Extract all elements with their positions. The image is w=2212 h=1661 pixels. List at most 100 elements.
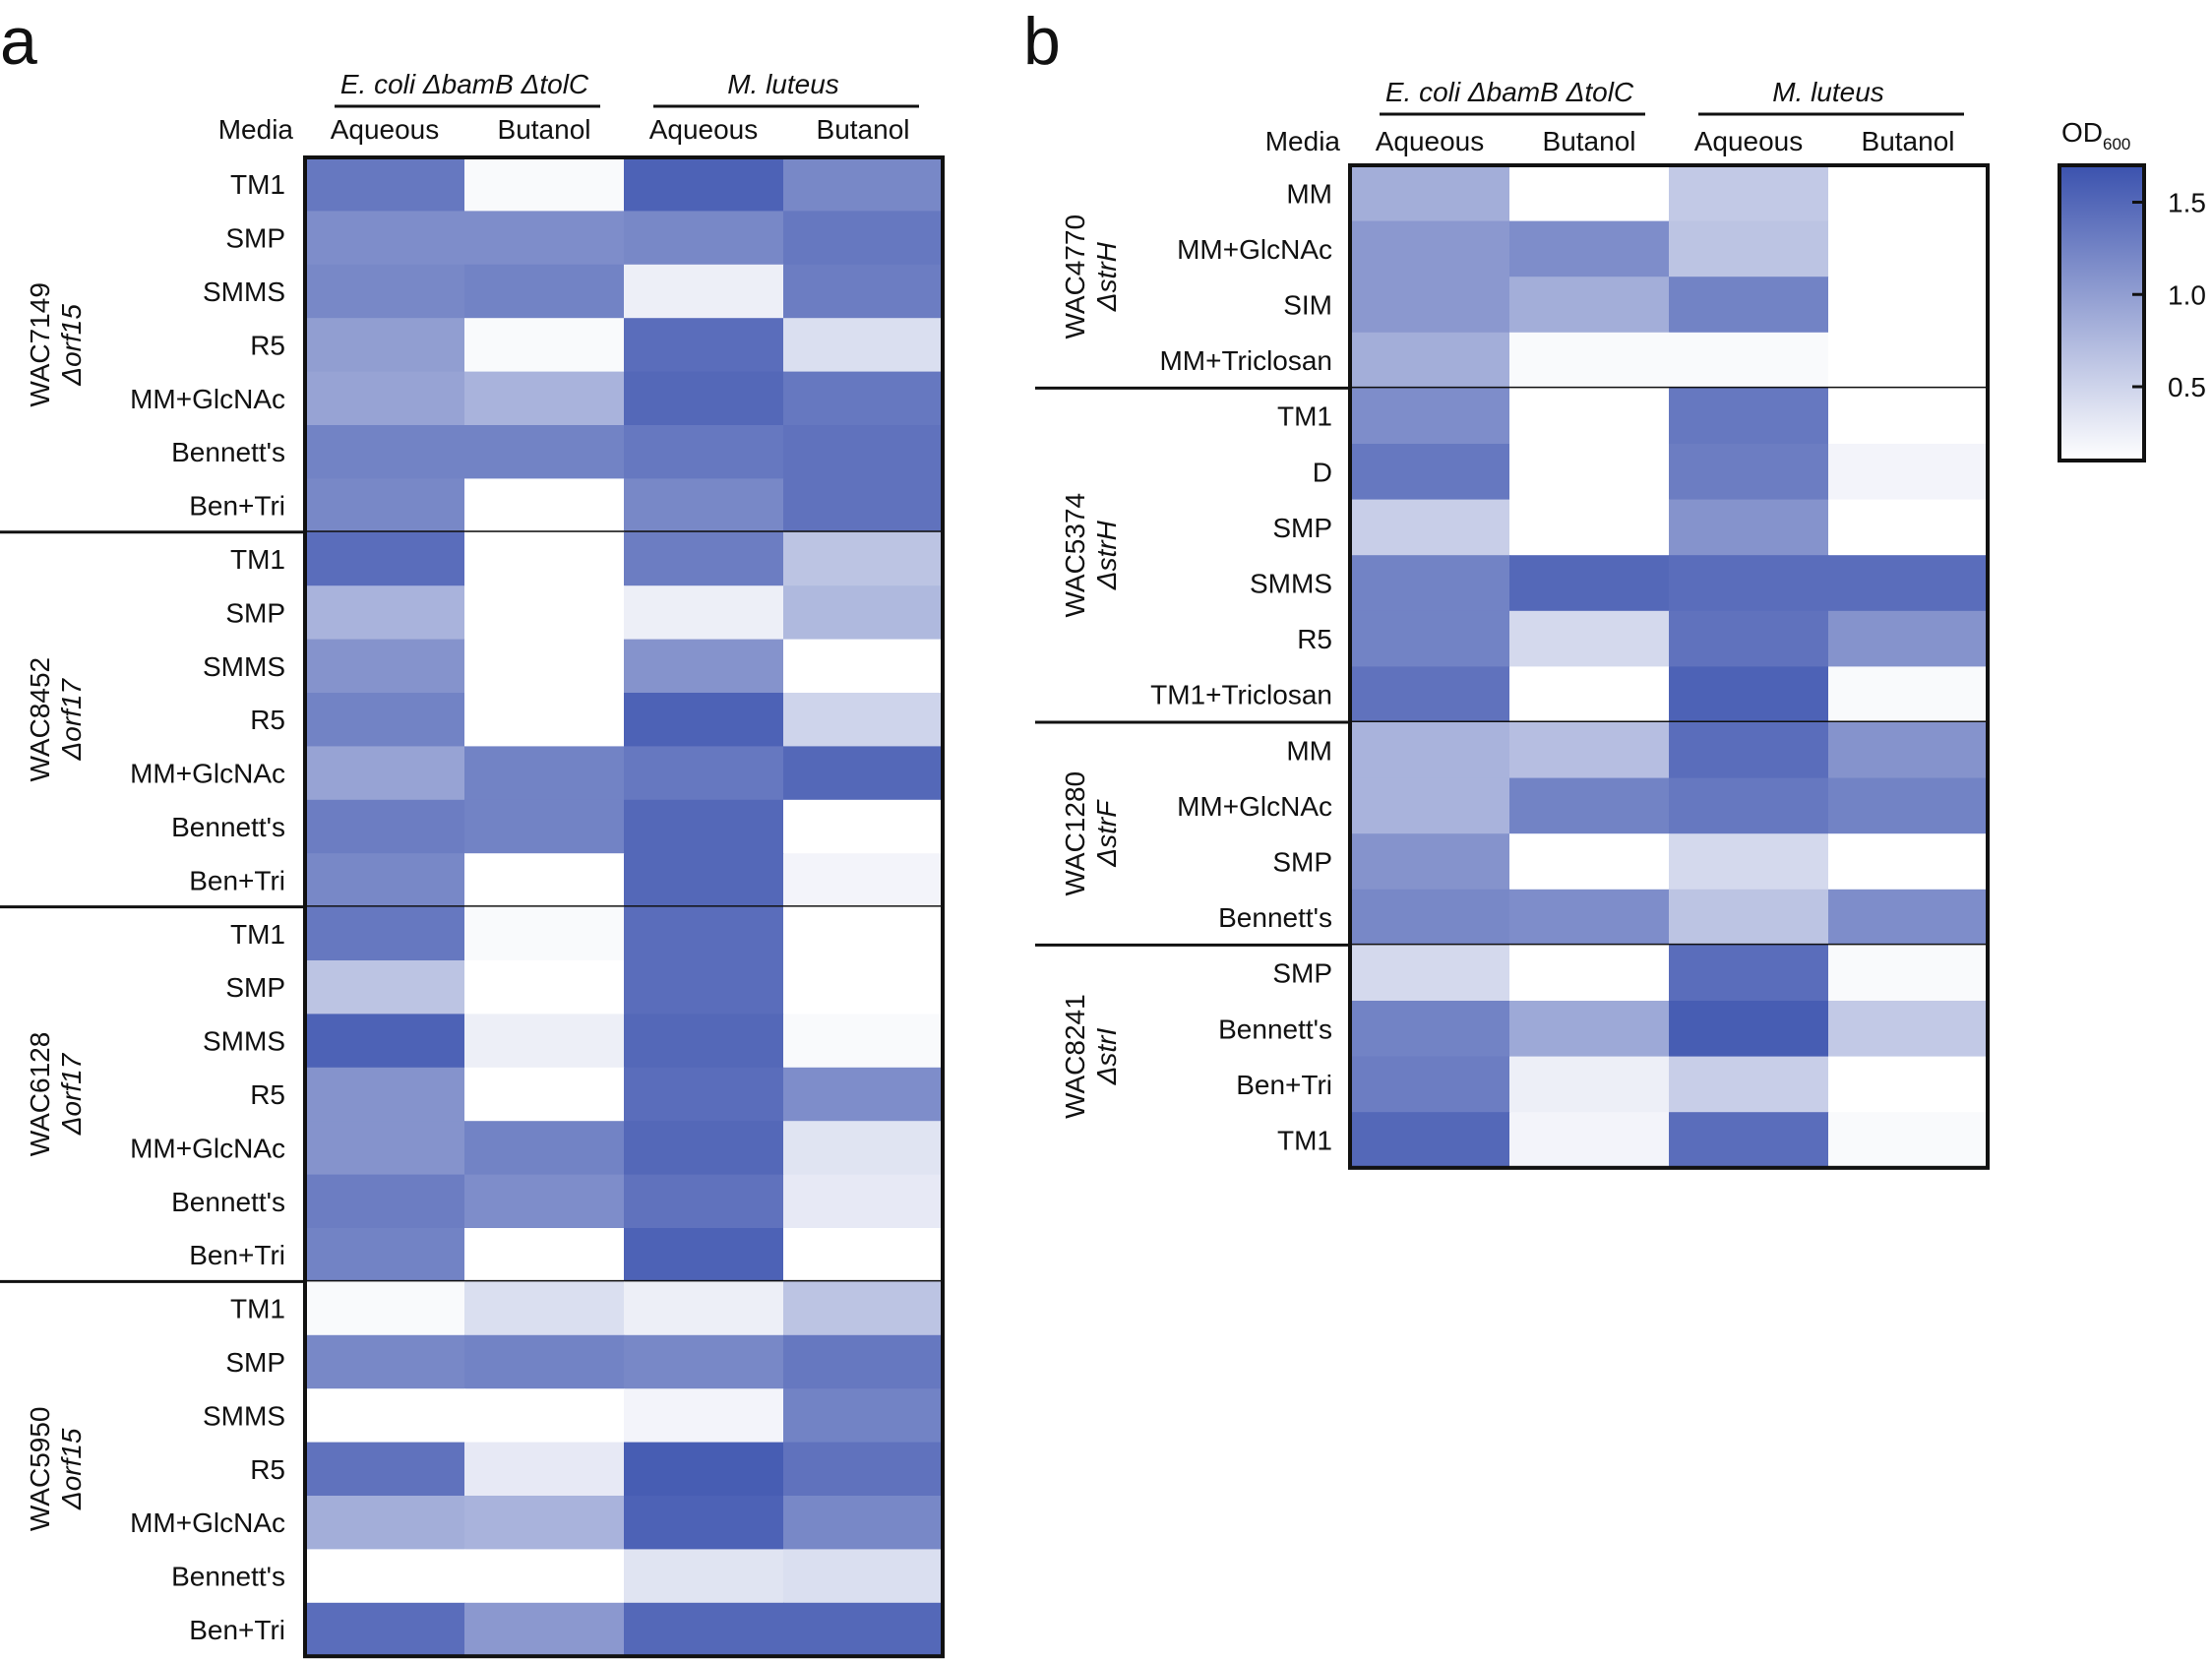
heatmap-cell	[305, 639, 465, 694]
row-label: TM1	[230, 544, 285, 575]
heatmap-cell	[305, 906, 465, 961]
heatmap-cell	[624, 1067, 784, 1122]
heatmap-cell	[1669, 1112, 1829, 1169]
heatmap-cell	[783, 585, 944, 641]
row-label: MM+GlcNAc	[130, 384, 285, 414]
heatmap-cell	[624, 1014, 784, 1069]
heatmap-cell	[624, 906, 784, 961]
heatmap-cell	[464, 531, 625, 586]
heatmap-cell	[1669, 1056, 1829, 1113]
heatmap-cell	[624, 639, 784, 694]
heatmap-cell	[783, 531, 944, 586]
heatmap-cell	[1350, 889, 1510, 946]
heatmap-cell	[1669, 332, 1829, 389]
heatmap-cell	[783, 211, 944, 266]
heatmap-cell	[783, 1121, 944, 1176]
heatmap-cell	[1669, 945, 1829, 1002]
heatmap-cell	[1669, 499, 1829, 556]
row-label: MM	[1286, 735, 1332, 766]
row-label: TM1	[230, 169, 285, 200]
strain-name: WAC5950	[25, 1407, 55, 1532]
row-label: SMMS	[203, 1026, 285, 1057]
heatmap-cell	[464, 1549, 625, 1604]
heatmap-cell	[1828, 220, 1989, 277]
heatmap-cell	[624, 585, 784, 641]
heatmap-cell	[305, 746, 465, 801]
heatmap-cell	[1350, 666, 1510, 723]
heatmap-cell	[1350, 722, 1510, 779]
heatmap-cell	[624, 478, 784, 533]
heatmap-cell	[464, 906, 625, 961]
row-label: R5	[250, 330, 285, 360]
heatmap-cell	[1509, 610, 1670, 667]
strain-label: WAC5950 Δorf15	[25, 1407, 87, 1532]
heatmap-cell	[783, 693, 944, 747]
heatmap-cell	[464, 478, 625, 533]
column-label: Aqueous	[1694, 126, 1804, 156]
heatmap-cell	[783, 1496, 944, 1550]
column-label: Butanol	[1543, 126, 1636, 156]
heatmap-cell	[1828, 499, 1989, 556]
panel-label: a	[0, 4, 37, 79]
heatmap-cell	[464, 1228, 625, 1282]
row-label: Ben+Tri	[189, 1615, 285, 1645]
strain-name: WAC8241	[1060, 994, 1090, 1119]
column-label: Aqueous	[649, 114, 759, 145]
heatmap-cell	[1828, 332, 1989, 389]
heatmap-cell	[1350, 277, 1510, 334]
row-label: Ben+Tri	[1236, 1070, 1332, 1100]
heatmap-cell	[1509, 833, 1670, 891]
strain-label: WAC8452 Δorf17	[25, 657, 87, 782]
heatmap-cell	[1350, 945, 1510, 1002]
colorbar: OD600 1.5 1.0 0.5	[2058, 117, 2206, 462]
row-label: SMP	[225, 972, 285, 1003]
heatmap-cell	[783, 157, 944, 212]
strain-name: WAC8452	[25, 657, 55, 782]
strain-label: WAC4770 ΔstrH	[1060, 215, 1122, 339]
heatmap-cell	[305, 1602, 465, 1657]
heatmap-cell	[1350, 610, 1510, 667]
heatmap-cell	[1669, 722, 1829, 779]
strain-label: WAC1280 ΔstrF	[1060, 771, 1122, 896]
heatmap-cell	[1509, 1001, 1670, 1058]
colorbar-title: OD600	[2061, 117, 2130, 154]
heatmap-cell	[464, 1121, 625, 1176]
colorbar-title-main: OD	[2061, 117, 2103, 148]
heatmap-cell	[624, 1496, 784, 1550]
heatmap-cell	[1828, 388, 1989, 445]
heatmap-cell	[305, 1067, 465, 1122]
row-label: Bennett's	[1218, 1014, 1332, 1044]
heatmap-cell	[624, 746, 784, 801]
heatmap-cell	[1828, 555, 1989, 612]
heatmap-cell	[783, 264, 944, 319]
row-label: MM	[1286, 178, 1332, 209]
heatmap-cell	[305, 1496, 465, 1550]
heatmap-cell	[1509, 332, 1670, 389]
media-header: Media	[218, 114, 294, 145]
row-label: TM1+Triclosan	[1150, 680, 1332, 710]
heatmap-cell	[464, 853, 625, 908]
heatmap-cell	[305, 371, 465, 426]
heatmap-cell	[1509, 777, 1670, 834]
row-label: Bennett's	[171, 812, 285, 842]
heatmap-cell	[783, 1602, 944, 1657]
column-label: Aqueous	[1376, 126, 1485, 156]
column-label: Butanol	[1862, 126, 1955, 156]
heatmap-cell	[624, 960, 784, 1015]
heatmap-cell	[1669, 555, 1829, 612]
heatmap-cell	[1509, 555, 1670, 612]
row-label: TM1	[1277, 1126, 1332, 1156]
heatmap-cell	[305, 693, 465, 747]
heatmap-cell	[1509, 388, 1670, 445]
heatmap-cell	[783, 1442, 944, 1497]
heatmap-cell	[1828, 277, 1989, 334]
heatmap-cell	[305, 1334, 465, 1389]
heatmap-cell	[783, 746, 944, 801]
heatmap-cell	[305, 531, 465, 586]
heatmap-cell	[1509, 277, 1670, 334]
heatmap-cell	[783, 478, 944, 533]
strain-mutation: ΔstrH	[1091, 241, 1122, 312]
heatmap-cell	[464, 639, 625, 694]
heatmap-border	[1348, 163, 1990, 1170]
row-label: Bennett's	[171, 1562, 285, 1592]
